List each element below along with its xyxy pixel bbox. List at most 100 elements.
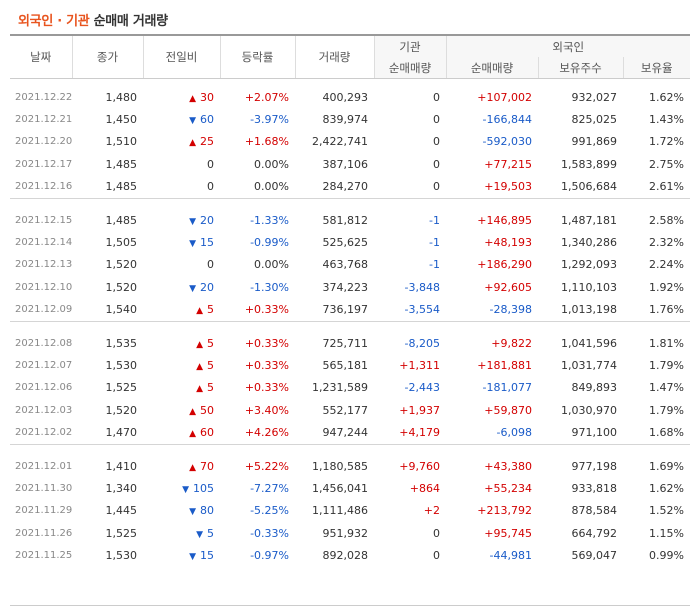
cell-institution-net: 0: [433, 180, 440, 194]
table-row: 2021.12.09 1,540 ▲ 5 +0.33% 736,197 -3,554 -28,…: [10, 299, 690, 322]
group-separator: [10, 444, 690, 445]
cell-ratio: 1.69%: [649, 459, 684, 473]
change-value: 105: [193, 481, 214, 495]
cell-rate: -7.27%: [250, 481, 289, 495]
table-row: 2021.12.20 1,510 ▲ 25 +1.68% 2,422,741 0 -592,0…: [10, 131, 690, 153]
cell-holdings: 664,792: [571, 526, 618, 540]
cell-volume: 839,974: [322, 113, 369, 127]
cell-institution-net: +9,760: [399, 459, 440, 473]
table-row: 2021.11.29 1,445 ▼ 80 -5.25% 1,111,486 +2 +213,…: [10, 500, 690, 522]
triangle-up-icon: ▲: [196, 384, 203, 395]
cell-ratio: 2.24%: [649, 258, 684, 272]
header-holdings: 보유주수: [537, 57, 623, 79]
table-row: 2021.12.14 1,505 ▼ 15 -0.99% 525,625 -1 +48,193…: [10, 231, 690, 253]
cell-volume: 736,197: [322, 303, 369, 317]
cell-ratio: 1.76%: [649, 303, 684, 317]
cell-holdings: 932,027: [571, 90, 618, 104]
cell-foreign-net: +186,290: [477, 258, 532, 272]
cell-rate: 0.00%: [254, 180, 289, 194]
cell-ratio: 1.62%: [649, 481, 684, 495]
triangle-up-icon: ▲: [189, 93, 196, 104]
title-highlight: 외국인 · 기관: [18, 14, 90, 29]
cell-change: ▲ 30: [143, 86, 220, 108]
cell-close: 1,410: [105, 459, 138, 473]
cell-change: 0: [143, 254, 220, 276]
cell-rate: -0.33%: [250, 526, 289, 540]
table-row: 2021.12.16 1,485 0 0.00% 284,270 0 +19,503 1,50…: [10, 176, 690, 199]
cell-rate: 0.00%: [254, 157, 289, 171]
cell-foreign-net: +95,745: [484, 526, 532, 540]
triangle-up-icon: ▲: [189, 138, 196, 149]
header-institution-net: 순매매량: [373, 57, 446, 79]
cell-foreign-net: +77,215: [484, 157, 532, 171]
cell-date: 2021.11.25: [15, 550, 73, 562]
cell-holdings: 1,041,596: [561, 336, 617, 350]
cell-holdings: 1,031,774: [561, 358, 617, 372]
cell-change: ▲ 5: [143, 299, 220, 322]
cell-rate: +2.07%: [244, 90, 289, 104]
cell-foreign-net: +43,380: [484, 459, 532, 473]
cell-holdings: 1,583,899: [561, 157, 617, 171]
cell-rate: -1.30%: [250, 280, 289, 294]
cell-institution-net: 0: [433, 157, 440, 171]
cell-rate: +4.26%: [244, 426, 289, 440]
cell-ratio: 2.32%: [649, 236, 684, 250]
header-institution-group: 기관: [373, 34, 446, 57]
cell-institution-net: 0: [433, 135, 440, 149]
change-value: 15: [200, 236, 214, 250]
cell-change: ▲ 25: [143, 131, 220, 153]
cell-close: 1,485: [105, 157, 138, 171]
cell-close: 1,510: [105, 135, 138, 149]
cell-ratio: 1.52%: [649, 504, 684, 518]
cell-close: 1,450: [105, 113, 138, 127]
triangle-down-icon: ▼: [189, 239, 196, 250]
cell-holdings: 825,025: [571, 113, 618, 127]
cell-volume: 892,028: [322, 549, 369, 563]
cell-volume: 463,768: [322, 258, 369, 272]
triangle-down-icon: ▼: [189, 283, 196, 294]
triangle-up-icon: ▲: [189, 406, 196, 417]
cell-close: 1,540: [105, 303, 138, 317]
change-value: 0: [207, 180, 214, 194]
cell-volume: 2,422,741: [312, 135, 368, 149]
cell-change: ▼ 60: [143, 108, 220, 130]
cell-close: 1,530: [105, 549, 138, 563]
cell-volume: 951,932: [322, 526, 369, 540]
change-value: 5: [207, 336, 214, 350]
cell-volume: 525,625: [322, 236, 369, 250]
cell-ratio: 1.47%: [649, 381, 684, 395]
cell-change: ▲ 60: [143, 421, 220, 444]
cell-close: 1,525: [105, 381, 138, 395]
cell-date: 2021.12.15: [15, 214, 73, 226]
change-value: 20: [200, 213, 214, 227]
triangle-down-icon: ▼: [189, 507, 196, 518]
triangle-down-icon: ▼: [196, 529, 203, 540]
header-date: 날짜: [10, 34, 72, 79]
trading-table: 날짜 종가 전일비 등락률 거래량 기관 외국인 순매매량 순매매량 보유주수 …: [10, 34, 690, 567]
cell-ratio: 1.68%: [649, 426, 684, 440]
cell-institution-net: 0: [433, 526, 440, 540]
change-value: 50: [200, 403, 214, 417]
table-row: 2021.12.17 1,485 0 0.00% 387,106 0 +77,215 1,58…: [10, 153, 690, 175]
change-value: 30: [200, 90, 214, 104]
cell-ratio: 2.75%: [649, 157, 684, 171]
section-title: 외국인 · 기관 순매매 거래량: [18, 10, 168, 29]
triangle-down-icon: ▼: [189, 216, 196, 227]
cell-change: ▲ 5: [143, 354, 220, 376]
cell-institution-net: 0: [433, 549, 440, 563]
cell-volume: 947,244: [322, 426, 369, 440]
change-value: 70: [200, 459, 214, 473]
header-rate: 등락률: [219, 34, 295, 79]
cell-rate: +5.22%: [244, 459, 289, 473]
cell-close: 1,535: [105, 336, 138, 350]
cell-ratio: 1.92%: [649, 280, 684, 294]
cell-close: 1,525: [105, 526, 138, 540]
cell-foreign-net: -44,981: [489, 549, 532, 563]
cell-foreign-net: +55,234: [484, 481, 532, 495]
table-bottom-border: [10, 605, 690, 606]
cell-ratio: 1.79%: [649, 358, 684, 372]
cell-change: ▼ 15: [143, 544, 220, 566]
cell-ratio: 1.81%: [649, 336, 684, 350]
cell-date: 2021.12.01: [15, 460, 73, 472]
table-row: 2021.12.06 1,525 ▲ 5 +0.33% 1,231,589 -2,443 -1…: [10, 377, 690, 399]
